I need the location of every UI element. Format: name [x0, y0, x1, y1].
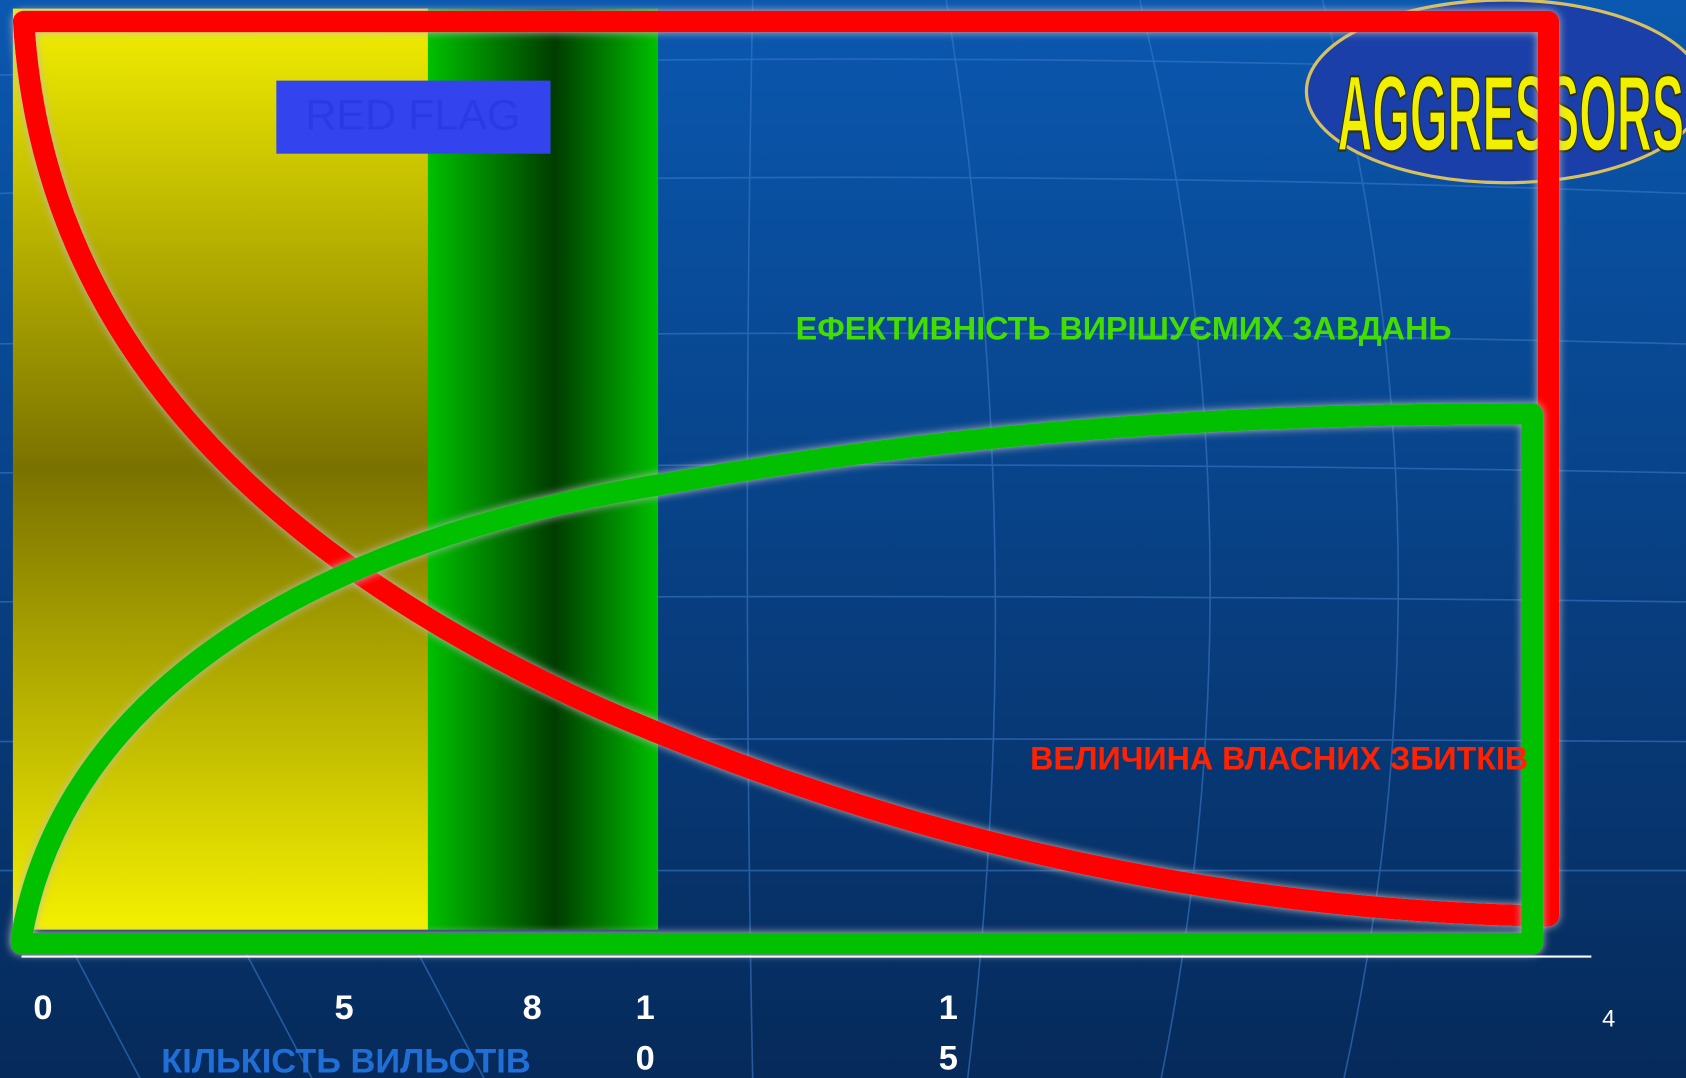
page: RED FLAG AGGRESSORS ЕФЕКТИВНІСТЬ ВИРІШУЄ… — [0, 0, 1686, 1078]
logo-text: AGGRESSORS — [1337, 54, 1684, 174]
x-axis-label: КІЛЬКІСТЬ ВИЛЬОТІВ — [161, 1043, 530, 1078]
page-number: 4 — [1602, 1006, 1615, 1032]
efficiency-label: ЕФЕКТИВНІСТЬ ВИРІШУЄМИХ ЗАВДАНЬ — [796, 311, 1452, 347]
slide: RED FLAG AGGRESSORS ЕФЕКТИВНІСТЬ ВИРІШУЄ… — [0, 0, 1686, 1078]
x-tick-label: 0 — [33, 989, 52, 1027]
losses-label: ВЕЛИЧИНА ВЛАСНИХ ЗБИТКІВ — [1030, 741, 1528, 777]
x-tick-label: 5 — [335, 989, 354, 1027]
badge-text: RED FLAG — [305, 92, 520, 140]
x-tick-label: 8 — [523, 989, 542, 1027]
